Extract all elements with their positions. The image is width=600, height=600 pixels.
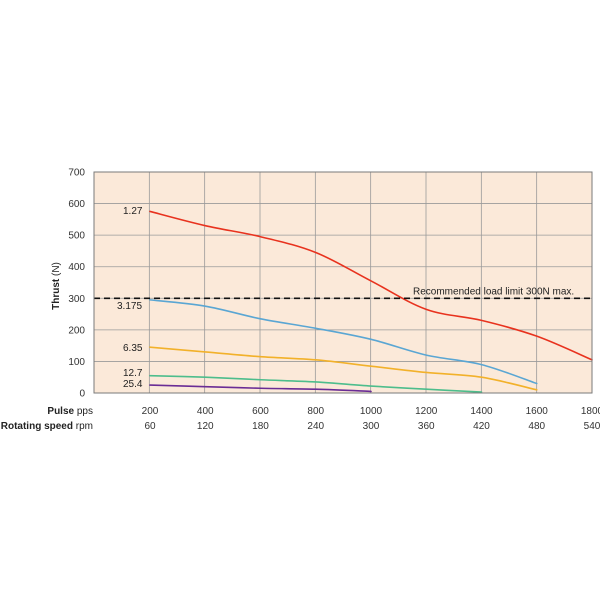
series-label-12.7: 12.7: [123, 368, 143, 379]
x-tick-pulse-800: 800: [307, 406, 324, 417]
plot-background: [94, 172, 592, 393]
y-axis-label-bold: Thrust: [51, 278, 62, 310]
reference-line-layer: Recommended load limit 300N max.: [94, 286, 592, 300]
series-line-12.7: [149, 374, 483, 393]
x-row-label-pulse-bold: Pulse: [47, 406, 74, 417]
x-row-label-pulse: Pulse pps: [47, 406, 93, 417]
x-tick-pulse-1000: 1000: [360, 406, 383, 417]
series-label-3.175: 3.175: [117, 301, 142, 312]
x-row-label-rpm-unit: rpm: [76, 421, 93, 432]
y-tick-500: 500: [68, 231, 85, 242]
x-tick-rpm-180: 180: [252, 421, 269, 432]
x-row-label-rpm: Rotating speed rpm: [1, 421, 93, 432]
x-tick-rpm-240: 240: [307, 421, 324, 432]
x-tick-pulse-1800: 1800: [581, 406, 600, 417]
y-tick-200: 200: [68, 325, 85, 336]
series-line-3.175: [149, 299, 538, 385]
y-axis-label-unit: (N): [51, 262, 62, 276]
x-row-label-pulse-unit: pps: [77, 406, 93, 417]
reference-line-label: Recommended load limit 300N max.: [413, 286, 574, 297]
x-tick-pulse-1600: 1600: [526, 406, 549, 417]
x-tick-rpm-360: 360: [418, 421, 435, 432]
x-tick-pulse-1200: 1200: [415, 406, 438, 417]
y-tick-0: 0: [79, 389, 85, 400]
x-tick-rpm-120: 120: [197, 421, 214, 432]
series-line-1.27: [149, 210, 593, 361]
series-labels: 1.27 3.175 6.35 12.725.4: [117, 206, 143, 390]
x-tick-pulse-1400: 1400: [470, 406, 493, 417]
y-tick-400: 400: [68, 262, 85, 273]
x-tick-rpm-300: 300: [363, 421, 380, 432]
y-tick-labels: 0 100 200 300 400 500 600 700: [68, 168, 85, 400]
series-label-6.35: 6.35: [123, 343, 143, 354]
series-label-25.4: 25.4: [123, 379, 143, 390]
x-tick-pulse-600: 600: [252, 406, 269, 417]
x-tick-rpm-540: 540: [584, 421, 600, 432]
series-line-25.4: [149, 384, 372, 393]
y-tick-600: 600: [68, 199, 85, 210]
series-line-6.35: [149, 346, 538, 391]
x-tick-rpm-60: 60: [144, 421, 156, 432]
x-row-label-rpm-bold: Rotating speed: [1, 421, 73, 432]
x-tick-labels: 200 400 600 800 1000 1200 1400 1600 1800 60 120 180…: [142, 406, 600, 432]
x-tick-pulse-200: 200: [142, 406, 159, 417]
plot-frame: [93, 171, 593, 394]
x-tick-rpm-480: 480: [528, 421, 545, 432]
y-axis-label: Thrust (N): [51, 262, 62, 310]
x-tick-pulse-400: 400: [197, 406, 214, 417]
x-tick-rpm-420: 420: [473, 421, 490, 432]
y-tick-300: 300: [68, 294, 85, 305]
y-tick-700: 700: [68, 168, 85, 179]
y-tick-100: 100: [68, 357, 85, 368]
series-label-1.27: 1.27: [123, 206, 143, 217]
series-layer: [149, 210, 593, 393]
x-axis-rows: Pulse pps Rotating speed rpm: [1, 406, 93, 432]
